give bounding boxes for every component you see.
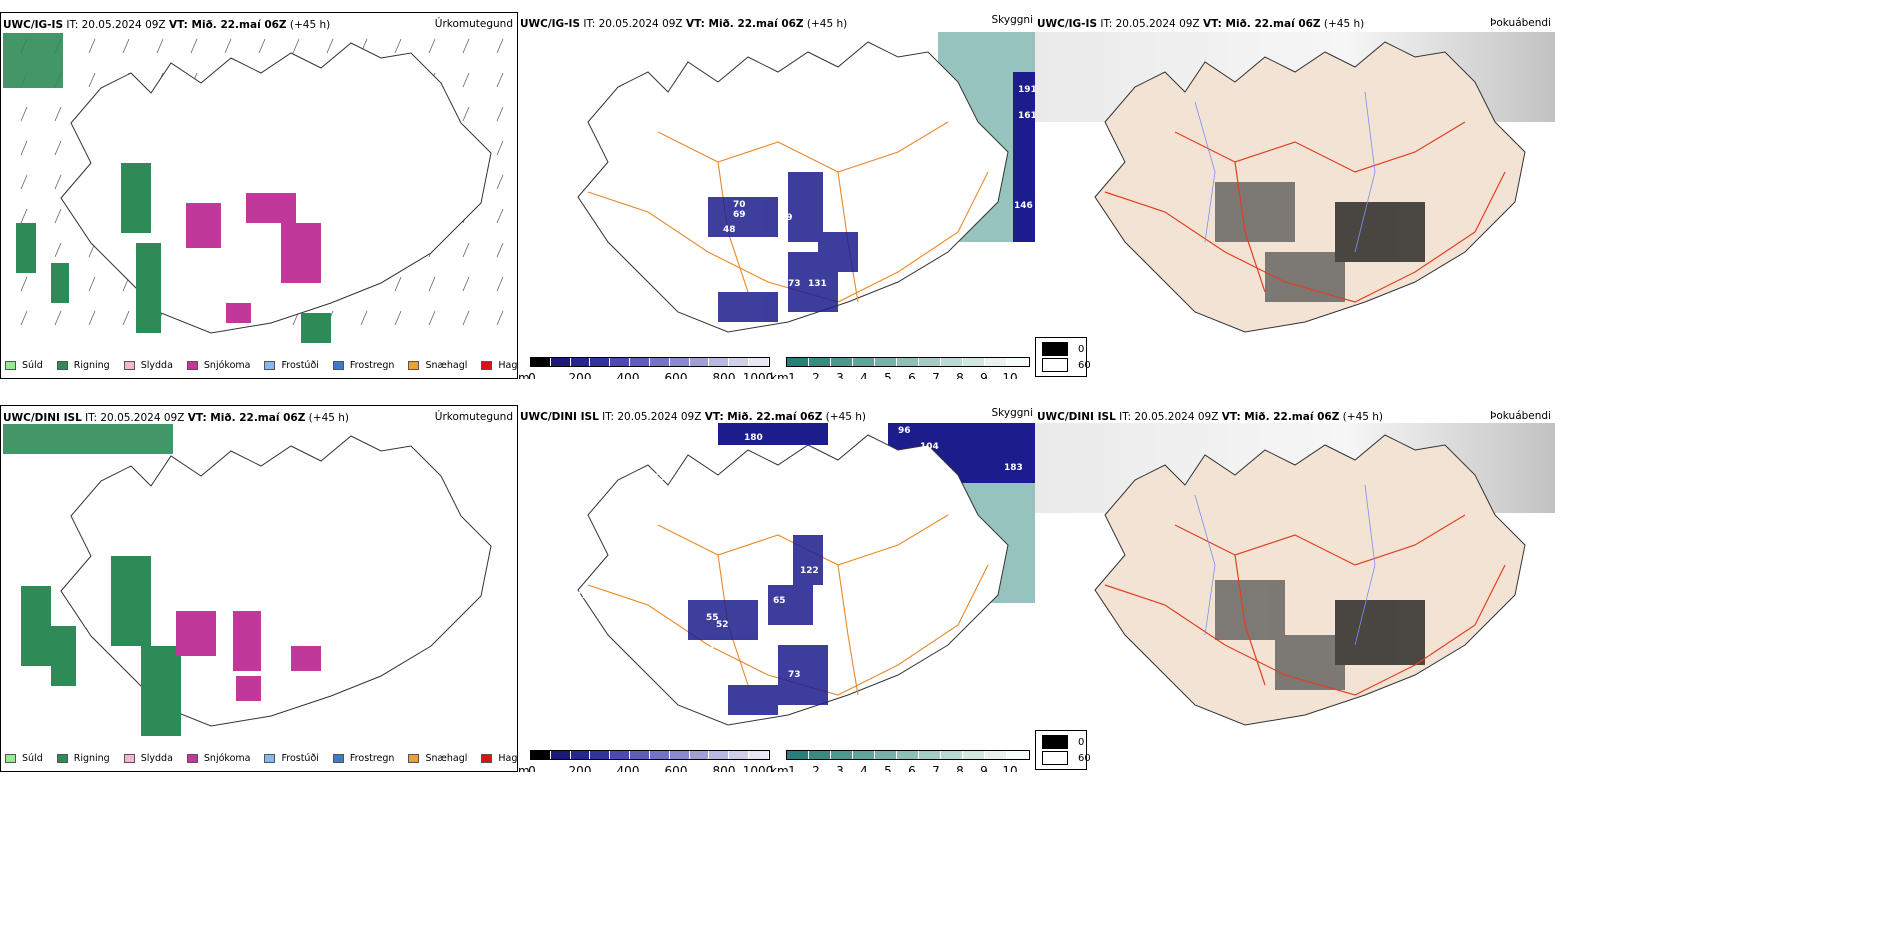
legend-item: Haglél: [481, 360, 517, 371]
legend-item: Slydda: [123, 753, 173, 764]
legend-item: Frostúði: [264, 360, 319, 371]
svg-text:69: 69: [653, 473, 666, 483]
svg-text:52: 52: [716, 620, 729, 630]
svg-text:48: 48: [723, 225, 736, 235]
precip-type-map-row2: UWC/DINI ISL IT: 20.05.2024 09Z VT: Mið.…: [0, 405, 518, 772]
svg-text:37: 37: [575, 591, 588, 601]
svg-text:104: 104: [920, 442, 939, 452]
cloud-base-colorbar: m 0 200 400 600 800 1000: [518, 750, 773, 772]
precip-legend: Súld Rigning Slydda Snjókoma Frostúði Fr…: [5, 753, 517, 764]
legend-item: Frostregn: [332, 360, 394, 371]
svg-text:71: 71: [630, 45, 643, 55]
panel-label: Úrkomutegund: [434, 18, 513, 30]
svg-text:183: 183: [1004, 463, 1023, 473]
svg-text:96: 96: [898, 426, 911, 436]
svg-text:518: 518: [746, 640, 765, 650]
iceland-map: 69 105 37 55 52 65 104 518 73 122 180 96…: [575, 423, 1035, 726]
svg-text:70: 70: [733, 200, 746, 210]
legend-item: Súld: [5, 753, 43, 764]
precip-legend: Súld Rigning Slydda Snjókoma Frostúði Fr…: [5, 360, 517, 371]
svg-text:122: 122: [800, 566, 819, 576]
legend-item: Frostregn: [332, 753, 394, 764]
panel-title: UWC/DINI ISL IT: 20.05.2024 09Z VT: Mið.…: [3, 412, 350, 424]
panel-label: Þokuábendi: [1490, 17, 1551, 29]
svg-text:73: 73: [788, 670, 801, 680]
svg-text:69: 69: [733, 210, 746, 220]
legend-item: Snjókoma: [186, 753, 250, 764]
svg-text:146: 146: [1014, 201, 1033, 211]
svg-text:161: 161: [1018, 111, 1035, 121]
panel-title: UWC/IG-IS IT: 20.05.2024 09Z VT: Mið. 22…: [1037, 18, 1365, 30]
svg-text:59: 59: [780, 213, 793, 223]
panel-label: Skyggni: [991, 407, 1034, 419]
visibility-colorbar: km 1 2 3 4 5 6 7 8 9 10: [770, 750, 1032, 772]
fog-legend: 0 60: [1035, 730, 1091, 770]
fog-index-map-row1: UWC/IG-IS IT: 20.05.2024 09Z VT: Mið. 22…: [1035, 12, 1555, 379]
svg-text:13: 13: [648, 115, 661, 125]
legend-item: Rigning: [56, 360, 110, 371]
legend-item: Frostúði: [264, 753, 319, 764]
iceland-map: [3, 33, 504, 343]
iceland-map: [3, 424, 492, 736]
legend-item: Rigning: [56, 753, 110, 764]
svg-text:105: 105: [648, 508, 667, 518]
panel-title: UWC/DINI ISL IT: 20.05.2024 09Z VT: Mið.…: [1037, 411, 1384, 423]
svg-text:55: 55: [706, 613, 719, 623]
svg-text:73: 73: [788, 279, 801, 289]
fog-legend: 0 60: [1035, 337, 1091, 377]
legend-item: Snæhagl: [408, 753, 467, 764]
iceland-map: 71 13 51 70 69 59 48 73 131 191 161 146: [577, 32, 1035, 333]
cloud-base-colorbar: m 0 200 400 600 800 1000: [518, 357, 773, 379]
panel-label: Úrkomutegund: [434, 411, 513, 423]
fog-index-map-row2: UWC/DINI ISL IT: 20.05.2024 09Z VT: Mið.…: [1035, 405, 1555, 772]
cloud-vis-map-row1: UWC/IG-IS IT: 20.05.2024 09Z VT: Mið. 22…: [518, 12, 1035, 379]
panel-title: UWC/DINI ISL IT: 20.05.2024 09Z VT: Mið.…: [520, 411, 867, 423]
legend-item: Slydda: [123, 360, 173, 371]
iceland-map: [1035, 423, 1555, 726]
legend-item: Snjókoma: [186, 360, 250, 371]
panel-label: Þokuábendi: [1490, 410, 1551, 422]
svg-text:65: 65: [773, 596, 786, 606]
legend-item: Snæhagl: [408, 360, 467, 371]
panel-label: Skyggni: [991, 14, 1034, 26]
panel-title: UWC/IG-IS IT: 20.05.2024 09Z VT: Mið. 22…: [520, 18, 848, 30]
svg-text:104: 104: [696, 646, 715, 656]
visibility-colorbar: km 1 2 3 4 5 6 7 8 9 10: [770, 357, 1032, 379]
svg-text:191: 191: [1018, 85, 1035, 95]
precip-type-map-row1: UWC/IG-IS IT: 20.05.2024 09Z VT: Mið. 22…: [0, 12, 518, 379]
legend-item: Haglél: [481, 753, 517, 764]
panel-title: UWC/IG-IS IT: 20.05.2024 09Z VT: Mið. 22…: [3, 19, 331, 31]
svg-text:131: 131: [808, 279, 827, 289]
svg-text:180: 180: [744, 433, 763, 443]
legend-item: Súld: [5, 360, 43, 371]
iceland-map: [1035, 32, 1555, 333]
svg-text:51: 51: [590, 198, 603, 208]
cloud-vis-map-row2: UWC/DINI ISL IT: 20.05.2024 09Z VT: Mið.…: [518, 405, 1035, 772]
